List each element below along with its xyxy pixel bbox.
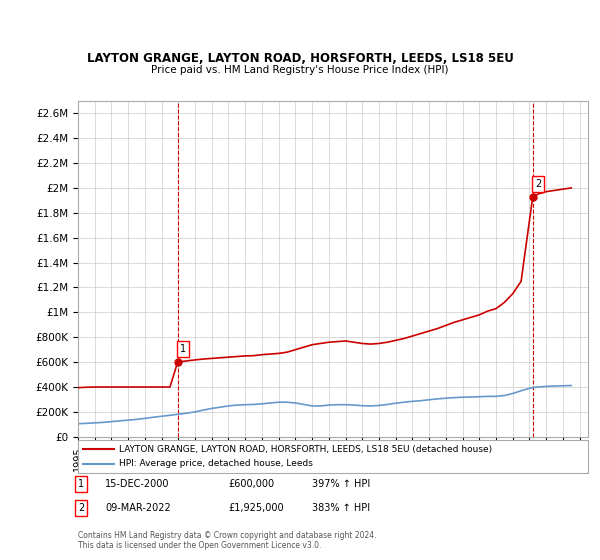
- Point: [173, 358, 182, 367]
- Text: LAYTON GRANGE, LAYTON ROAD, HORSFORTH, LEEDS, LS18 5EU (detached house): LAYTON GRANGE, LAYTON ROAD, HORSFORTH, L…: [119, 445, 492, 454]
- Text: 1: 1: [180, 344, 186, 354]
- Text: 2: 2: [535, 179, 541, 189]
- Text: 15-DEC-2000: 15-DEC-2000: [105, 479, 170, 489]
- Point: [528, 193, 538, 202]
- Text: 09-MAR-2022: 09-MAR-2022: [105, 503, 171, 513]
- Text: £600,000: £600,000: [228, 479, 274, 489]
- Text: 1: 1: [78, 479, 84, 489]
- Text: Price paid vs. HM Land Registry's House Price Index (HPI): Price paid vs. HM Land Registry's House …: [151, 65, 449, 75]
- Text: HPI: Average price, detached house, Leeds: HPI: Average price, detached house, Leed…: [119, 459, 313, 468]
- Text: £1,925,000: £1,925,000: [228, 503, 284, 513]
- Text: 397% ↑ HPI: 397% ↑ HPI: [312, 479, 370, 489]
- Text: 2: 2: [78, 503, 84, 513]
- Text: Contains HM Land Registry data © Crown copyright and database right 2024.
This d: Contains HM Land Registry data © Crown c…: [78, 530, 377, 550]
- Text: 383% ↑ HPI: 383% ↑ HPI: [312, 503, 370, 513]
- Text: LAYTON GRANGE, LAYTON ROAD, HORSFORTH, LEEDS, LS18 5EU: LAYTON GRANGE, LAYTON ROAD, HORSFORTH, L…: [86, 52, 514, 66]
